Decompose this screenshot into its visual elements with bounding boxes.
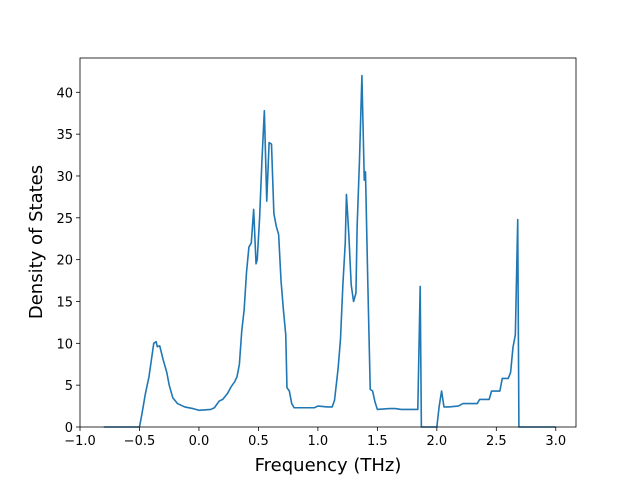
x-tick-label: −1.0 — [64, 434, 96, 449]
plot-frame — [79, 57, 577, 428]
x-tick-label: 1.0 — [308, 434, 329, 449]
y-tick-label: 20 — [56, 254, 73, 269]
y-tick-label: 40 — [56, 86, 73, 101]
x-tick-label: 0.5 — [248, 434, 269, 449]
y-tick-label: 0 — [65, 421, 73, 436]
y-tick-label: 35 — [56, 128, 73, 143]
y-tick-label: 15 — [56, 295, 73, 310]
y-tick-label: 10 — [56, 337, 73, 352]
data-line — [103, 74, 556, 428]
x-tick-label: −0.5 — [124, 434, 156, 449]
x-tick-label: 2.0 — [426, 434, 447, 449]
y-tick-label: 5 — [65, 379, 73, 394]
y-axis-label: Density of States — [26, 165, 47, 319]
x-tick-label: 3.0 — [545, 434, 566, 449]
y-tick-label: 25 — [56, 212, 73, 227]
y-tick-label: 30 — [56, 170, 73, 185]
x-axis-label: Frequency (THz) — [255, 455, 402, 476]
x-tick-label: 0.0 — [189, 434, 210, 449]
x-tick-label: 1.5 — [367, 434, 388, 449]
x-tick-label: 2.5 — [486, 434, 507, 449]
